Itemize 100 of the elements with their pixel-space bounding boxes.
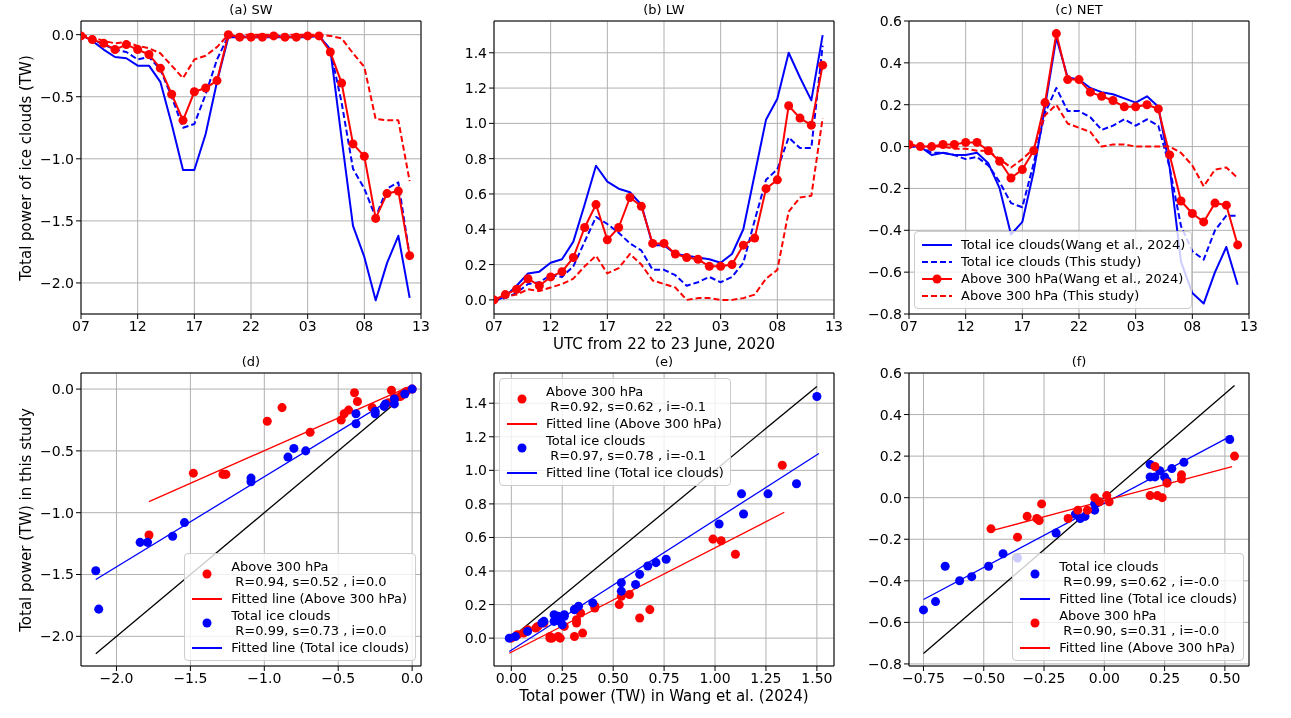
x-tick-label: 07 <box>900 317 918 334</box>
y-tick-label: 1.4 <box>464 44 488 61</box>
x-tick-label: 03 <box>1126 317 1145 334</box>
x-tick-label: 12 <box>128 317 147 334</box>
y-tick-label: −0.8 <box>868 655 902 672</box>
legend-label: Fitted line (Above 300 hPa) <box>1059 640 1235 655</box>
chart-title: (b) LW <box>642 2 686 18</box>
y-tick-label: 1.2 <box>464 428 487 445</box>
y-tick-label: 0.6 <box>464 529 488 546</box>
legend-label: Fitted line (Above 300 hPa) <box>546 416 722 431</box>
x-tick-label: −2.0 <box>99 669 134 686</box>
y-tick-label: 1.0 <box>464 462 487 479</box>
x-tick-label: 17 <box>185 317 204 334</box>
x-tick-label: −0.75 <box>902 669 945 686</box>
x-tick-label: 03 <box>711 317 730 334</box>
x-tick-label: 17 <box>598 317 617 334</box>
y-tick-label: 0.8 <box>464 150 487 167</box>
y-tick-label: 0.8 <box>464 495 487 512</box>
x-tick-label: 08 <box>355 317 374 334</box>
x-tick-label: 17 <box>1013 317 1032 334</box>
legend-label: Total ice clouds R=0.99, s=0.62 , i=-0.0 <box>1059 559 1220 589</box>
x-tick-label: 0.25 <box>546 669 578 686</box>
x-tick-label: 08 <box>1183 317 1202 334</box>
y-tick-label: 0.0 <box>464 630 487 647</box>
y-tick-label: −0.2 <box>868 180 902 197</box>
y-tick-label: 0.2 <box>879 448 902 465</box>
x-tick-label: 0.00 <box>495 669 527 686</box>
x-tick-label: 12 <box>956 317 975 334</box>
y-tick-label: −2.0 <box>40 274 74 291</box>
chart-title: (d) <box>240 354 262 370</box>
x-tick-label: 12 <box>541 317 560 334</box>
y-tick-label: 0.0 <box>879 489 902 506</box>
legend-label: Fitted line (Total ice clouds) <box>231 640 409 655</box>
y-tick-label: 0.2 <box>879 96 902 113</box>
y-tick-label: −1.0 <box>40 504 74 521</box>
y-tick-label: −1.0 <box>40 150 74 167</box>
y-tick-label: 1.2 <box>464 80 487 97</box>
y-tick-label: 0.6 <box>464 185 488 202</box>
y-tick-label: 0.4 <box>879 54 903 71</box>
y-tick-label: 0.0 <box>879 138 902 155</box>
legend-label: Fitted line (Total ice clouds) <box>546 465 724 480</box>
y-tick-label: 0.2 <box>464 256 487 273</box>
y-tick-label: 0.0 <box>51 26 74 43</box>
legend-label: Above 300 hPa(Wang et al., 2024) <box>961 271 1184 286</box>
x-axis-title: UTC from 22 to 23 June, 2020 <box>551 335 777 353</box>
y-tick-label: −0.5 <box>40 88 74 105</box>
legend-label: Above 300 hPa R=0.94, s=0.52 , i=0.0 <box>231 559 387 589</box>
x-tick-label: 08 <box>768 317 787 334</box>
x-tick-label: 13 <box>1240 317 1258 334</box>
x-tick-label: 07 <box>72 317 90 334</box>
legend-label: Above 300 hPa R=0.92, s=0.62 , i=-0.1 <box>546 384 707 414</box>
x-tick-label: −0.5 <box>321 669 356 686</box>
y-tick-label: −0.6 <box>868 264 903 281</box>
y-tick-label: −0.2 <box>868 531 902 548</box>
y-tick-label: 1.0 <box>464 115 487 132</box>
y-tick-label: 1.4 <box>464 395 488 412</box>
x-tick-label: 0.00 <box>1088 669 1120 686</box>
x-tick-label: 1.25 <box>750 669 782 686</box>
x-axis-title: Total power (TW) in Wang et al. (2024) <box>518 687 810 705</box>
y-tick-label: −0.6 <box>868 614 903 631</box>
y-tick-label: −0.4 <box>868 222 903 239</box>
x-tick-label: 0.25 <box>1149 669 1181 686</box>
x-tick-label: 22 <box>242 317 260 334</box>
x-tick-label: 0.50 <box>1209 669 1241 686</box>
chart-title: (e) <box>653 354 675 370</box>
legend-label: Total ice clouds (This study) <box>961 254 1142 269</box>
legend-label: Total ice clouds(Wang et al., 2024) <box>961 237 1186 252</box>
x-tick-label: 07 <box>485 317 503 334</box>
y-tick-label: 0.4 <box>464 562 488 579</box>
x-tick-label: −1.0 <box>247 669 282 686</box>
x-tick-label: 22 <box>655 317 673 334</box>
x-tick-label: 13 <box>825 317 843 334</box>
legend-label: Total ice clouds R=0.99, s=0.73 , i=0.0 <box>231 608 387 638</box>
y-tick-label: 0.0 <box>51 381 74 398</box>
x-tick-label: 13 <box>412 317 430 334</box>
x-tick-label: 1.00 <box>699 669 731 686</box>
x-tick-label: −1.5 <box>173 669 208 686</box>
y-axis-title: Total power of ice clouds (TW) <box>15 53 35 283</box>
x-tick-label: 22 <box>1070 317 1088 334</box>
y-tick-label: 0.0 <box>464 291 487 308</box>
y-tick-label: −1.5 <box>40 566 74 583</box>
y-tick-label: 0.4 <box>879 406 903 423</box>
x-tick-label: −0.50 <box>962 669 1006 686</box>
x-tick-label: 03 <box>298 317 317 334</box>
y-tick-label: 0.6 <box>879 12 903 29</box>
x-tick-label: 0.50 <box>597 669 629 686</box>
y-tick-label: −0.8 <box>868 305 902 322</box>
legend-label: Above 300 hPa R=0.90, s=0.31 , i=-0.0 <box>1059 608 1220 638</box>
y-tick-label: −0.4 <box>868 572 903 589</box>
y-axis-title: Total power (TW) in this study <box>15 406 35 634</box>
chart-title: (a) SW <box>228 2 274 18</box>
y-tick-label: −2.0 <box>40 628 74 645</box>
legend-label: Above 300 hPa (This study) <box>961 288 1140 303</box>
legend-label: Total ice clouds R=0.97, s=0.78 , i=-0.1 <box>546 433 707 463</box>
y-tick-label: 0.2 <box>464 596 487 613</box>
x-tick-label: 1.50 <box>801 669 833 686</box>
x-tick-label: −0.25 <box>1022 669 1066 686</box>
y-tick-label: 0.4 <box>464 221 488 238</box>
chart-title: (f) <box>1070 354 1088 370</box>
x-tick-label: 0.0 <box>401 669 424 686</box>
